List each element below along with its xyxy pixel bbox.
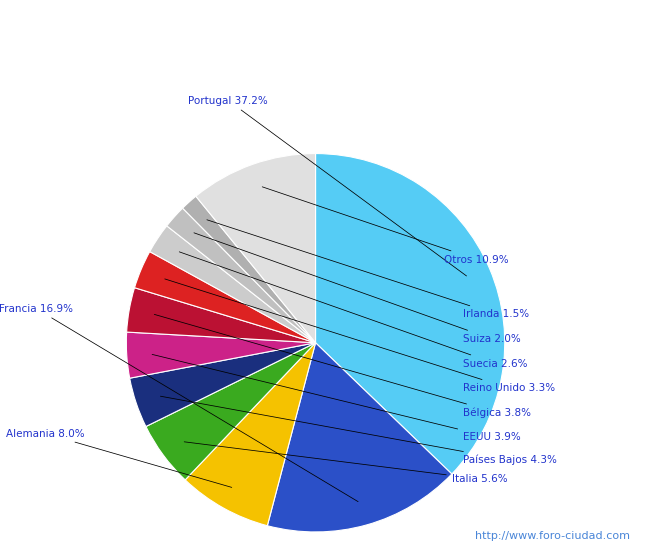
Wedge shape bbox=[267, 343, 452, 532]
Wedge shape bbox=[127, 288, 315, 343]
Wedge shape bbox=[196, 153, 315, 343]
Wedge shape bbox=[185, 343, 315, 526]
Text: Suiza 2.0%: Suiza 2.0% bbox=[194, 233, 521, 344]
Wedge shape bbox=[315, 153, 505, 474]
Text: Francia 16.9%: Francia 16.9% bbox=[0, 304, 358, 502]
Text: Alemania 8.0%: Alemania 8.0% bbox=[6, 428, 232, 487]
Text: Países Bajos 4.3%: Países Bajos 4.3% bbox=[161, 396, 557, 465]
Wedge shape bbox=[183, 196, 315, 343]
Wedge shape bbox=[130, 343, 315, 427]
Text: Reino Unido 3.3%: Reino Unido 3.3% bbox=[164, 279, 555, 393]
Text: Irlanda 1.5%: Irlanda 1.5% bbox=[207, 220, 529, 320]
Text: Mos - Turistas extranjeros según país - Agosto de 2024: Mos - Turistas extranjeros según país - … bbox=[89, 17, 561, 33]
Text: Suecia 2.6%: Suecia 2.6% bbox=[179, 252, 528, 368]
Text: EEUU 3.9%: EEUU 3.9% bbox=[152, 354, 521, 442]
Wedge shape bbox=[146, 343, 315, 480]
Wedge shape bbox=[135, 251, 315, 343]
Wedge shape bbox=[167, 208, 315, 343]
Text: Italia 5.6%: Italia 5.6% bbox=[184, 442, 508, 484]
Wedge shape bbox=[126, 332, 315, 378]
Text: Bélgica 3.8%: Bélgica 3.8% bbox=[154, 315, 531, 418]
Wedge shape bbox=[150, 226, 315, 343]
Text: Portugal 37.2%: Portugal 37.2% bbox=[188, 96, 467, 276]
Text: http://www.foro-ciudad.com: http://www.foro-ciudad.com bbox=[476, 531, 630, 541]
Text: Otros 10.9%: Otros 10.9% bbox=[262, 187, 509, 265]
